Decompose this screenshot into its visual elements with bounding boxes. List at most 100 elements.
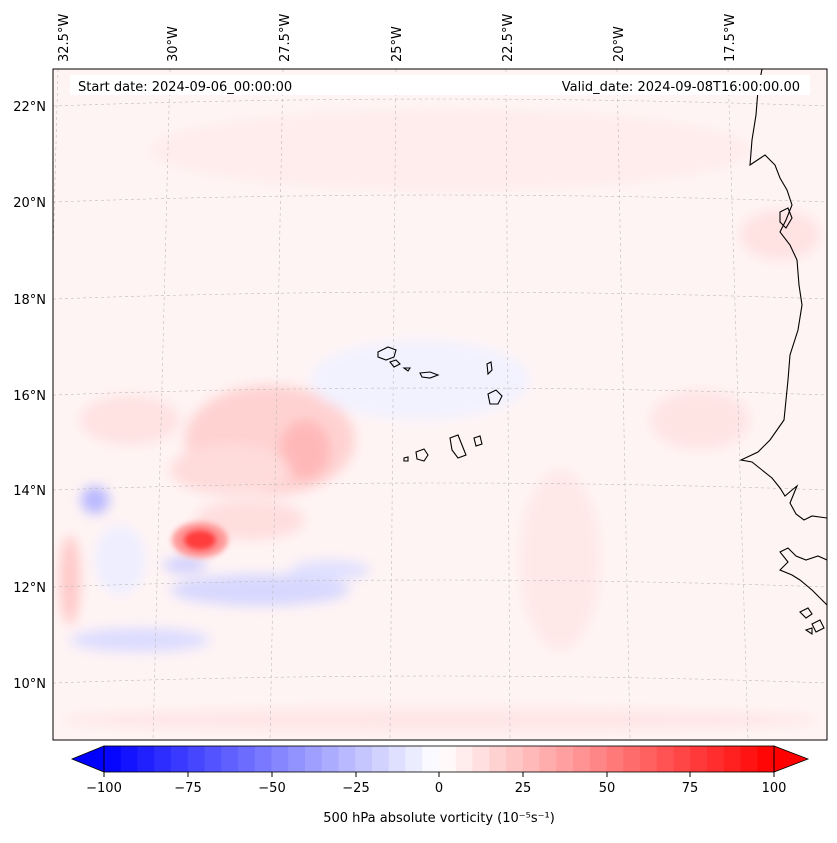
colorbar-step [489, 746, 507, 772]
colorbar-tick-label: 100 [762, 781, 787, 796]
colorbar-step [723, 746, 741, 772]
colorbar-step [137, 746, 155, 772]
island-brava [403, 456, 409, 462]
colorbar-tick-label: −25 [342, 781, 369, 796]
lon-label: 25°W [390, 26, 405, 62]
lat-label: 12°N [13, 581, 46, 596]
positive-blob [520, 470, 600, 650]
colorbar-step [288, 746, 306, 772]
colorbar-step [640, 746, 658, 772]
colorbar-step [422, 746, 440, 772]
lat-gridline-22N [53, 98, 827, 107]
start-date-label: Start date: 2024-09-06_00:00:00 [78, 80, 292, 95]
colorbar-ticks: −100 −75 −50 −25 0 25 50 75 100 [86, 772, 786, 796]
colorbar-step [372, 746, 390, 772]
colorbar-step [338, 746, 356, 772]
valid-date-label: Valid_date: 2024-09-08T16:00:00.00 [562, 80, 800, 95]
colorbar-step [589, 746, 607, 772]
negative-blob [310, 340, 530, 420]
colorbar-step [522, 746, 540, 772]
colorbar-step [455, 746, 473, 772]
lat-gridline-10N [53, 675, 827, 684]
colorbar-step [154, 746, 172, 772]
latitude-labels: 22°N 20°N 18°N 16°N 14°N 12°N 10°N [13, 100, 46, 692]
lon-label: 17.5°W [723, 14, 738, 62]
lon-gridline-27.5W [269, 69, 284, 740]
colorbar-step [707, 746, 725, 772]
island-boa-vista [487, 389, 503, 405]
lon-label: 22.5°W [501, 14, 516, 62]
colorbar-step [740, 746, 758, 772]
lat-label: 18°N [13, 293, 46, 308]
lon-gridline-25W [389, 69, 397, 740]
colorbar-step [623, 746, 641, 772]
lat-gridline-20N [53, 194, 827, 203]
colorbar-step [757, 746, 775, 772]
lat-gridline-18N [53, 291, 827, 300]
colorbar-step [321, 746, 339, 772]
colorbar-step [171, 746, 189, 772]
colorbar-label: 500 hPa absolute vorticity (10⁻⁵s⁻¹) [323, 811, 555, 826]
lon-gridline-30W [152, 69, 171, 740]
longitude-labels: 32.5°W 30°W 27.5°W 25°W 22.5°W 20°W 17.5… [57, 14, 738, 62]
island-fogo [415, 448, 429, 462]
positive-blob [740, 210, 820, 260]
colorbar-step [472, 746, 490, 772]
island-maio [473, 435, 483, 447]
colorbar-step [120, 746, 138, 772]
lon-label: 32.5°W [57, 14, 72, 62]
lon-label: 20°W [612, 26, 627, 62]
island-santo-antao [377, 346, 397, 361]
colorbar-step [104, 746, 122, 772]
colorbar-step [690, 746, 708, 772]
vortex-core [183, 529, 217, 551]
colorbar-step [556, 746, 574, 772]
lon-label: 30°W [166, 26, 181, 62]
positive-blob [170, 445, 290, 495]
colorbar-tick-label: −50 [258, 781, 285, 796]
colorbar-step [271, 746, 289, 772]
colorbar-tick-label: 75 [682, 781, 699, 796]
colorbar-step [187, 746, 205, 772]
island-sao-nicolau [419, 371, 440, 379]
colorbar-steps [104, 746, 775, 772]
lon-gridline-17.5W [727, 69, 749, 740]
lat-gridline-16N [53, 387, 827, 396]
positive-blob [60, 708, 820, 732]
island-santiago [449, 434, 467, 459]
lat-label: 22°N [13, 100, 46, 115]
vorticity-field-blobs [60, 110, 820, 732]
island-bijagos [799, 607, 825, 636]
positive-blob [650, 390, 750, 450]
positive-blob [60, 535, 80, 625]
lake-outline [779, 207, 793, 229]
colorbar-step [506, 746, 524, 772]
lat-label: 20°N [13, 196, 46, 211]
colorbar-tick-label: 50 [599, 781, 616, 796]
colorbar-step [405, 746, 423, 772]
positive-blob [280, 420, 330, 480]
colorbar-tick-label: 0 [435, 781, 443, 796]
colorbar-step [656, 746, 674, 772]
vorticity-maximum [172, 522, 228, 558]
colorbar-step [254, 746, 272, 772]
negative-blob [70, 628, 210, 652]
colorbar-step [673, 746, 691, 772]
colorbar-extend-high [773, 745, 810, 773]
lat-label: 14°N [13, 484, 46, 499]
island-santa-luzia [402, 367, 412, 372]
negative-blob [95, 525, 145, 595]
africa-coastline [739, 69, 827, 521]
lat-label: 16°N [13, 389, 46, 404]
lat-label: 10°N [13, 677, 46, 692]
colorbar-step [238, 746, 256, 772]
colorbar-step [439, 746, 457, 772]
colorbar-step [388, 746, 406, 772]
colorbar-step [221, 746, 239, 772]
lat-gridline-12N [53, 579, 827, 588]
lon-gridline-22.5W [505, 69, 511, 740]
negative-blob [170, 574, 350, 606]
colorbar-tick-label: −100 [86, 781, 122, 796]
lon-gridline-20W [616, 69, 631, 740]
map-frame [52, 68, 828, 741]
